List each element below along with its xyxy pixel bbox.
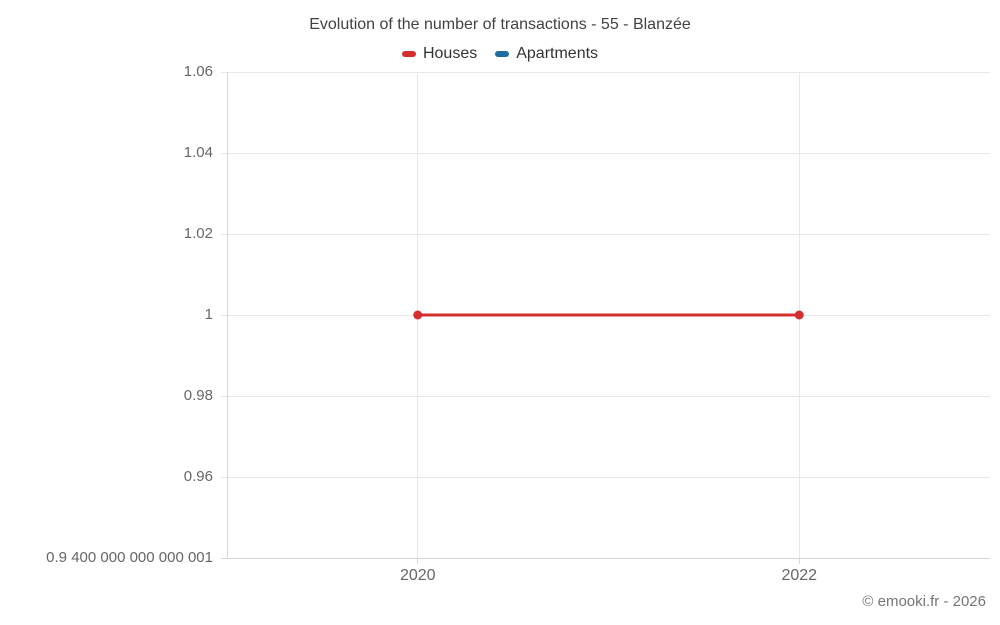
x-axis-tick (798, 558, 800, 564)
y-axis-label: 0.96 (183, 468, 213, 485)
legend-item-houses[interactable]: Houses (401, 44, 478, 64)
chart-title: Evolution of the number of transactions … (309, 16, 691, 33)
legend: Houses Apartments (0, 44, 1000, 64)
y-axis-label: 0.9 400 000 000 000 001 (46, 549, 213, 566)
gridline-vertical (798, 72, 800, 558)
legend-item-apartments[interactable]: Apartments (495, 44, 598, 64)
x-axis-line (227, 557, 990, 559)
x-axis-label: 2022 (781, 567, 818, 584)
y-axis-label: 1.04 (183, 144, 213, 161)
y-axis-tick (221, 476, 227, 478)
gridline-vertical (417, 72, 419, 558)
gridline-horizontal (227, 152, 990, 154)
x-axis-tick (417, 558, 419, 564)
copyright-text: © emooki.fr - 2026 (862, 593, 986, 610)
y-axis-tick (221, 71, 227, 73)
x-axis-label: 2020 (399, 567, 436, 584)
legend-swatch-houses (401, 51, 416, 57)
y-axis-tick (221, 557, 227, 559)
y-axis-label: 1.06 (183, 63, 213, 80)
y-axis-tick (221, 314, 227, 316)
y-axis-label: 0.98 (183, 387, 213, 404)
y-axis-label: 1 (204, 306, 213, 323)
gridline-horizontal (227, 233, 990, 235)
legend-label: Houses (422, 45, 478, 62)
gridline-horizontal (227, 71, 990, 73)
y-axis-line (226, 72, 228, 558)
y-axis-label: 1.02 (183, 225, 213, 242)
y-axis-tick (221, 233, 227, 235)
gridline-horizontal (227, 314, 990, 316)
y-axis-tick (221, 152, 227, 154)
gridline-horizontal (227, 395, 990, 397)
y-axis-tick (221, 395, 227, 397)
legend-swatch-apartments (495, 51, 510, 57)
legend-label: Apartments (516, 45, 599, 62)
gridline-horizontal (227, 476, 990, 478)
